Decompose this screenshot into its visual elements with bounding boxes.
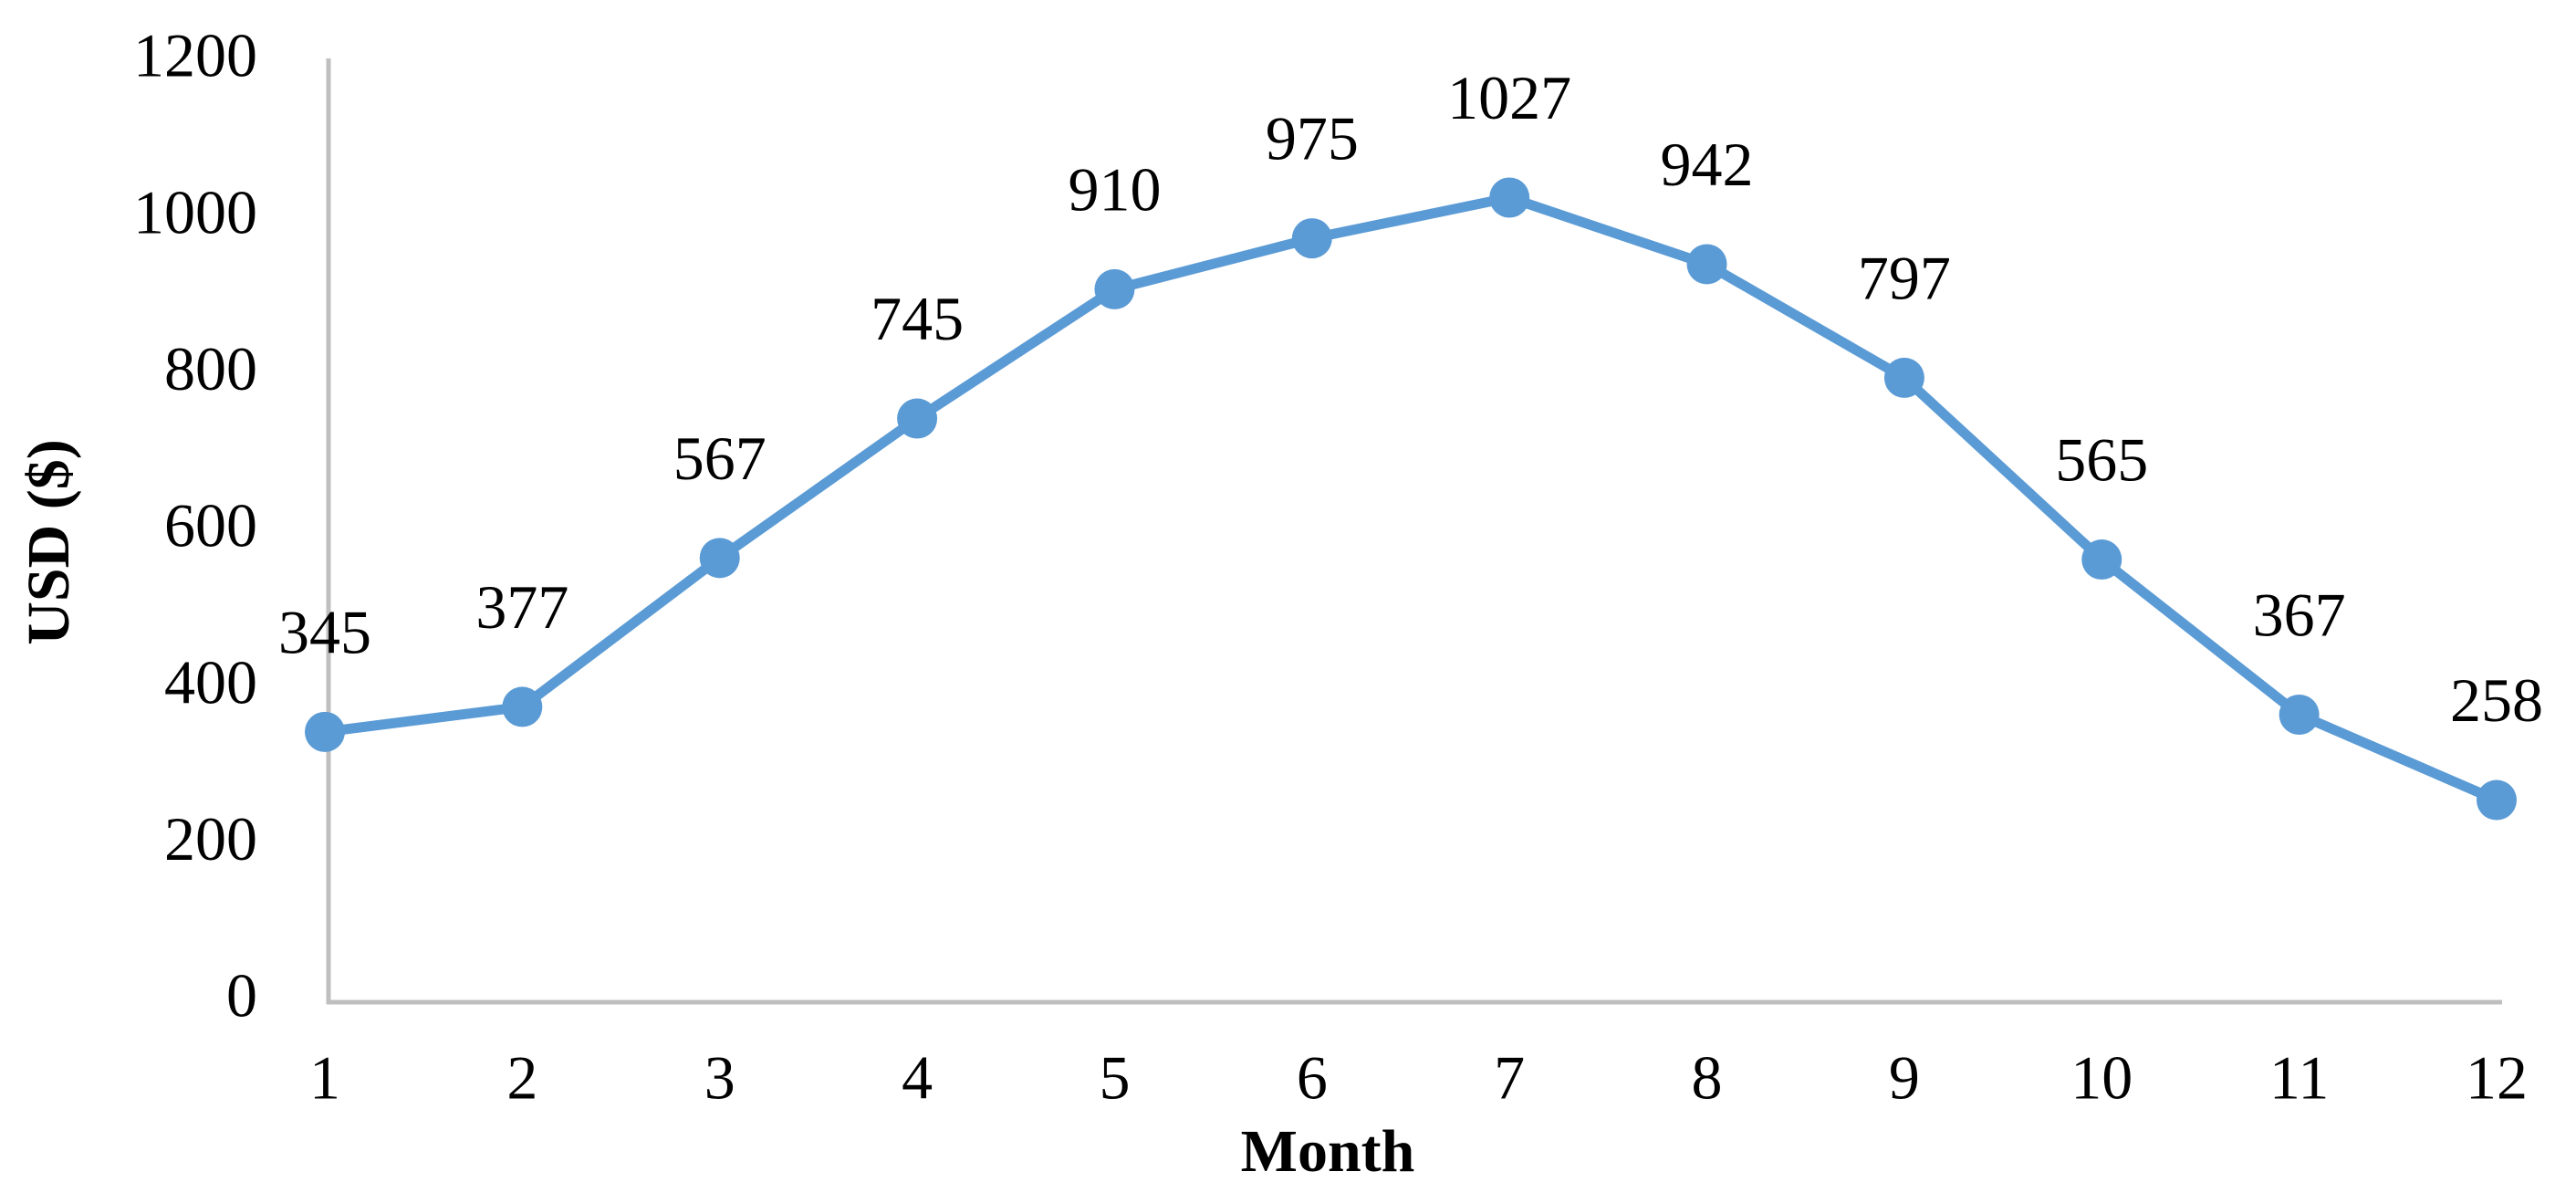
- x-tick-label: 6: [1297, 1043, 1328, 1113]
- y-tick-label: 200: [164, 804, 257, 873]
- y-tick-label: 0: [226, 961, 257, 1030]
- x-axis-title: Month: [1241, 1118, 1415, 1185]
- x-tick-label: 2: [506, 1043, 537, 1113]
- data-label: 565: [2055, 425, 2148, 495]
- data-label: 367: [2253, 581, 2346, 650]
- x-tick-label: 5: [1099, 1043, 1130, 1113]
- data-label: 567: [673, 424, 767, 493]
- data-label: 745: [871, 284, 964, 353]
- y-axis-title: USD ($): [16, 439, 82, 645]
- marker: [1094, 268, 1135, 309]
- data-label: 910: [1068, 155, 1161, 225]
- y-tick-label: 1200: [133, 21, 257, 90]
- y-tick-label: 1000: [133, 177, 257, 246]
- marker: [2081, 539, 2122, 581]
- y-tick-label: 800: [164, 334, 257, 403]
- x-tick-label: 3: [704, 1043, 735, 1113]
- x-tick-label: 7: [1494, 1043, 1525, 1113]
- data-label: 797: [1858, 244, 1951, 313]
- marker: [699, 538, 740, 579]
- x-tick-label: 12: [2466, 1043, 2528, 1113]
- marker: [502, 686, 543, 727]
- x-tick-label: 9: [1889, 1043, 1920, 1113]
- marker: [2477, 779, 2517, 821]
- data-label: 942: [1661, 130, 1754, 199]
- marker: [1883, 357, 1924, 398]
- marker: [1686, 244, 1727, 285]
- line: [324, 192, 2499, 805]
- x-tick-label: 11: [2269, 1043, 2329, 1113]
- marker: [305, 711, 345, 752]
- marker: [897, 398, 938, 439]
- x-tick-label: 4: [902, 1043, 933, 1113]
- y-tick-label: 400: [164, 647, 257, 717]
- x-tick-label: 10: [2070, 1043, 2133, 1113]
- marker: [1489, 177, 1530, 218]
- data-label: 258: [2450, 665, 2543, 735]
- data-label: 1027: [1447, 63, 1571, 132]
- marker: [1291, 218, 1332, 259]
- data-label: 345: [278, 597, 371, 666]
- x-tick-label: 8: [1692, 1043, 1723, 1113]
- x-tick-label: 1: [309, 1043, 340, 1113]
- marker: [2279, 694, 2320, 735]
- data-label: 975: [1266, 104, 1359, 173]
- y-tick-label: 600: [164, 491, 257, 560]
- data-label: 377: [475, 572, 568, 642]
